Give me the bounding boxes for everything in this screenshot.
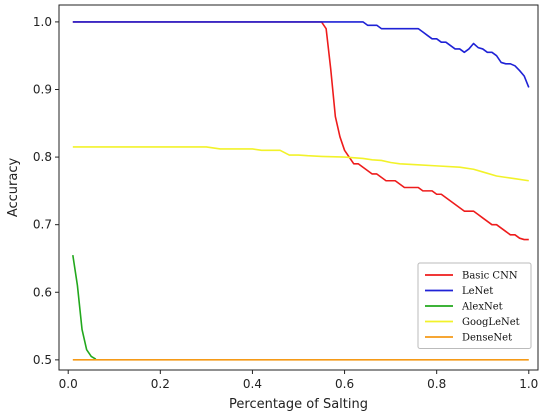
series-line-1 [72,21,530,88]
plot-frame [58,4,539,371]
x-tick-label: 1.0 [519,377,538,391]
x-tick-label: 0.4 [243,377,262,391]
legend: Basic CNN LeNet AlexNet GoogLeNet DenseNet [417,262,532,349]
legend-label-2: AlexNet [461,302,503,313]
legend-label-3: GoogLeNet [462,317,520,328]
legend-label-0: Basic CNN [462,271,518,282]
x-axis-label: Percentage of Salting [229,397,368,412]
x-axis: 0.0 0.2 0.4 0.6 0.8 1.0 [59,370,538,391]
y-tick-label: 0.6 [33,285,52,299]
series-line-0 [72,21,529,241]
y-axis: 0.5 0.6 0.7 0.8 0.9 1.0 [33,15,59,367]
x-tick-label: 0.6 [335,377,354,391]
series-layer [72,21,530,361]
legend-label-4: DenseNet [462,333,512,344]
y-axis-label: Accuracy [6,158,21,218]
legend-box [417,262,532,349]
y-tick-label: 0.5 [33,353,52,367]
series-line-3 [72,146,529,182]
legend-label-1: LeNet [462,286,493,297]
y-tick-label: 1.0 [33,15,52,29]
x-tick-label: 0.2 [151,377,170,391]
x-tick-label: 0.8 [427,377,446,391]
x-tick-label: 0.0 [59,377,78,391]
y-tick-label: 0.9 [33,82,52,96]
series-line-2 [72,254,97,360]
y-tick-label: 0.7 [33,218,52,232]
y-tick-label: 0.8 [33,150,52,164]
